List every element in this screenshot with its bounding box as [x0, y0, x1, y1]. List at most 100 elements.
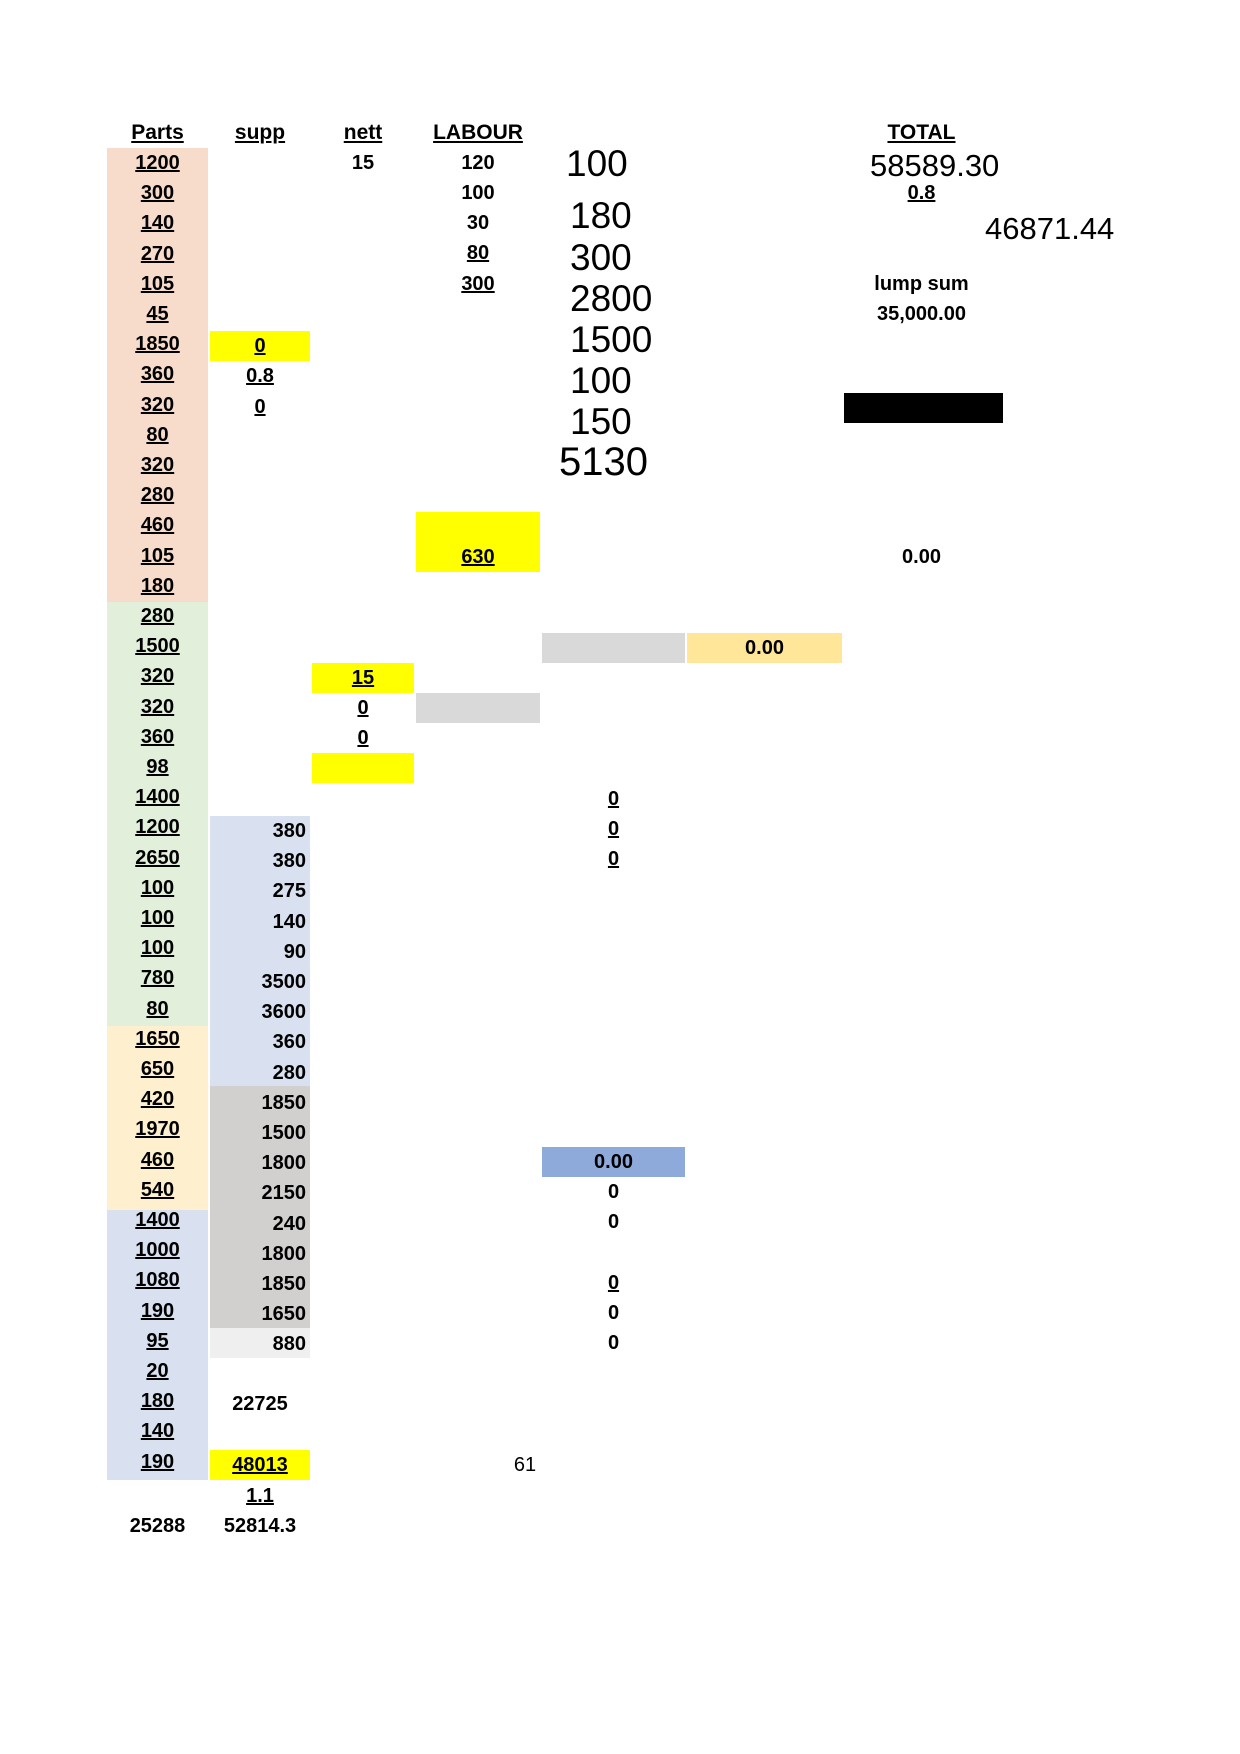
orange-cell — [687, 633, 842, 663]
parts-value: 1200 — [135, 152, 180, 174]
nett-fill-yellow-a — [312, 663, 414, 693]
orange-cell-value: 0.00 — [745, 637, 784, 659]
parts-value: 105 — [140, 273, 175, 295]
supp-value: 1800 — [261, 1243, 307, 1265]
supp-fill-very-light-gray — [210, 1328, 310, 1358]
supp-value: 90 — [283, 941, 306, 963]
nett-zero: 0 — [357, 727, 369, 749]
supp-subtotal: 22725 — [232, 1393, 288, 1415]
supp-top-value: 0 — [254, 396, 266, 418]
big-number: 100 — [566, 143, 628, 184]
supp-value: 3500 — [261, 971, 307, 993]
parts-value: 100 — [140, 877, 175, 899]
parts-value: 80 — [146, 424, 169, 446]
parts-value: 420 — [140, 1088, 175, 1110]
labour-fill-yellow — [416, 512, 540, 572]
lump-sum-label: lump sum — [874, 273, 969, 295]
supp-total: 48013 — [232, 1454, 288, 1476]
supp-value: 380 — [272, 850, 306, 872]
parts-value: 190 — [140, 1451, 175, 1473]
parts-value: 1080 — [135, 1269, 180, 1291]
supp-fill-gray — [210, 1086, 310, 1328]
parts-value: 2650 — [135, 847, 180, 869]
supp-value: 2150 — [261, 1182, 307, 1204]
header-supp: supp — [234, 121, 286, 144]
supp-fill-yellow-top — [210, 331, 310, 361]
nett-first: 15 — [351, 152, 375, 174]
parts-value: 460 — [140, 514, 175, 536]
supp-factor: 1.1 — [246, 1485, 274, 1507]
supp-value: 360 — [272, 1031, 306, 1053]
total-net-value: 46871.44 — [985, 211, 1115, 246]
zero-value: 0 — [607, 818, 620, 840]
nett-fill-yellow-b — [312, 753, 414, 783]
parts-value: 1850 — [135, 333, 180, 355]
parts-value: 100 — [140, 907, 175, 929]
page-number: 61 — [513, 1454, 537, 1476]
supp-value: 1850 — [261, 1273, 307, 1295]
blue-cell — [542, 1147, 685, 1177]
supp-value: 1650 — [261, 1303, 307, 1325]
supp-fill-yellow-bottom — [210, 1450, 310, 1480]
parts-fill-green — [107, 602, 208, 1026]
gray-cell — [542, 633, 685, 663]
parts-value: 45 — [146, 303, 169, 325]
total-factor: 0.8 — [907, 182, 936, 204]
zero-value: 0 — [607, 1302, 620, 1324]
big-number: 1500 — [570, 319, 653, 360]
parts-value: 1400 — [135, 1209, 180, 1231]
nett-zero: 0 — [357, 697, 369, 719]
parts-value: 1650 — [135, 1028, 180, 1050]
parts-value: 180 — [140, 1390, 175, 1412]
zero-value: 0 — [607, 788, 620, 810]
parts-value: 1000 — [135, 1239, 180, 1261]
supp-value: 275 — [272, 880, 306, 902]
parts-value: 1400 — [135, 786, 180, 808]
supp-value: 1800 — [261, 1152, 307, 1174]
parts-value: 540 — [140, 1179, 175, 1201]
parts-value: 1970 — [135, 1118, 180, 1140]
header-total: TOTAL — [887, 121, 956, 144]
parts-fill-peach — [107, 148, 208, 602]
parts-value: 320 — [140, 454, 175, 476]
parts-value: 280 — [140, 605, 175, 627]
parts-value: 1200 — [135, 816, 180, 838]
supp-value: 380 — [272, 820, 306, 842]
labour-value: 300 — [461, 273, 495, 295]
header-nett: nett — [343, 121, 383, 144]
parts-value: 320 — [140, 394, 175, 416]
big-number: 2800 — [570, 278, 653, 319]
supp-fill-lavender — [210, 816, 310, 1086]
parts-value: 650 — [140, 1058, 175, 1080]
labour-value: 100 — [461, 182, 495, 204]
parts-fill-lavender — [107, 1210, 208, 1480]
blue-cell-value: 0.00 — [594, 1151, 633, 1173]
labour-fill-gray — [416, 693, 540, 723]
header-labour: LABOUR — [433, 121, 523, 144]
parts-value: 180 — [140, 575, 175, 597]
big-number: 180 — [570, 195, 632, 236]
labour-value: 30 — [466, 212, 490, 234]
parts-value: 140 — [140, 1420, 175, 1442]
big-number: 100 — [570, 360, 632, 401]
parts-fill-cream — [107, 1026, 208, 1210]
supp-value: 1850 — [261, 1092, 307, 1114]
parts-value: 300 — [140, 182, 175, 204]
parts-value: 190 — [140, 1300, 175, 1322]
parts-value: 100 — [140, 937, 175, 959]
parts-value: 360 — [140, 726, 175, 748]
redacted-block — [844, 393, 1003, 423]
parts-value: 20 — [146, 1360, 169, 1382]
zero-value: 0 — [607, 1332, 620, 1354]
parts-value: 270 — [140, 243, 175, 265]
parts-value: 105 — [140, 545, 175, 567]
parts-total: 25288 — [129, 1515, 186, 1537]
labour-total: 630 — [461, 546, 495, 568]
parts-value: 360 — [140, 363, 175, 385]
parts-value: 320 — [140, 665, 175, 687]
parts-value: 280 — [140, 484, 175, 506]
header-parts: Parts — [131, 121, 184, 144]
zero-value: 0 — [607, 1181, 620, 1203]
parts-value: 95 — [146, 1330, 169, 1352]
